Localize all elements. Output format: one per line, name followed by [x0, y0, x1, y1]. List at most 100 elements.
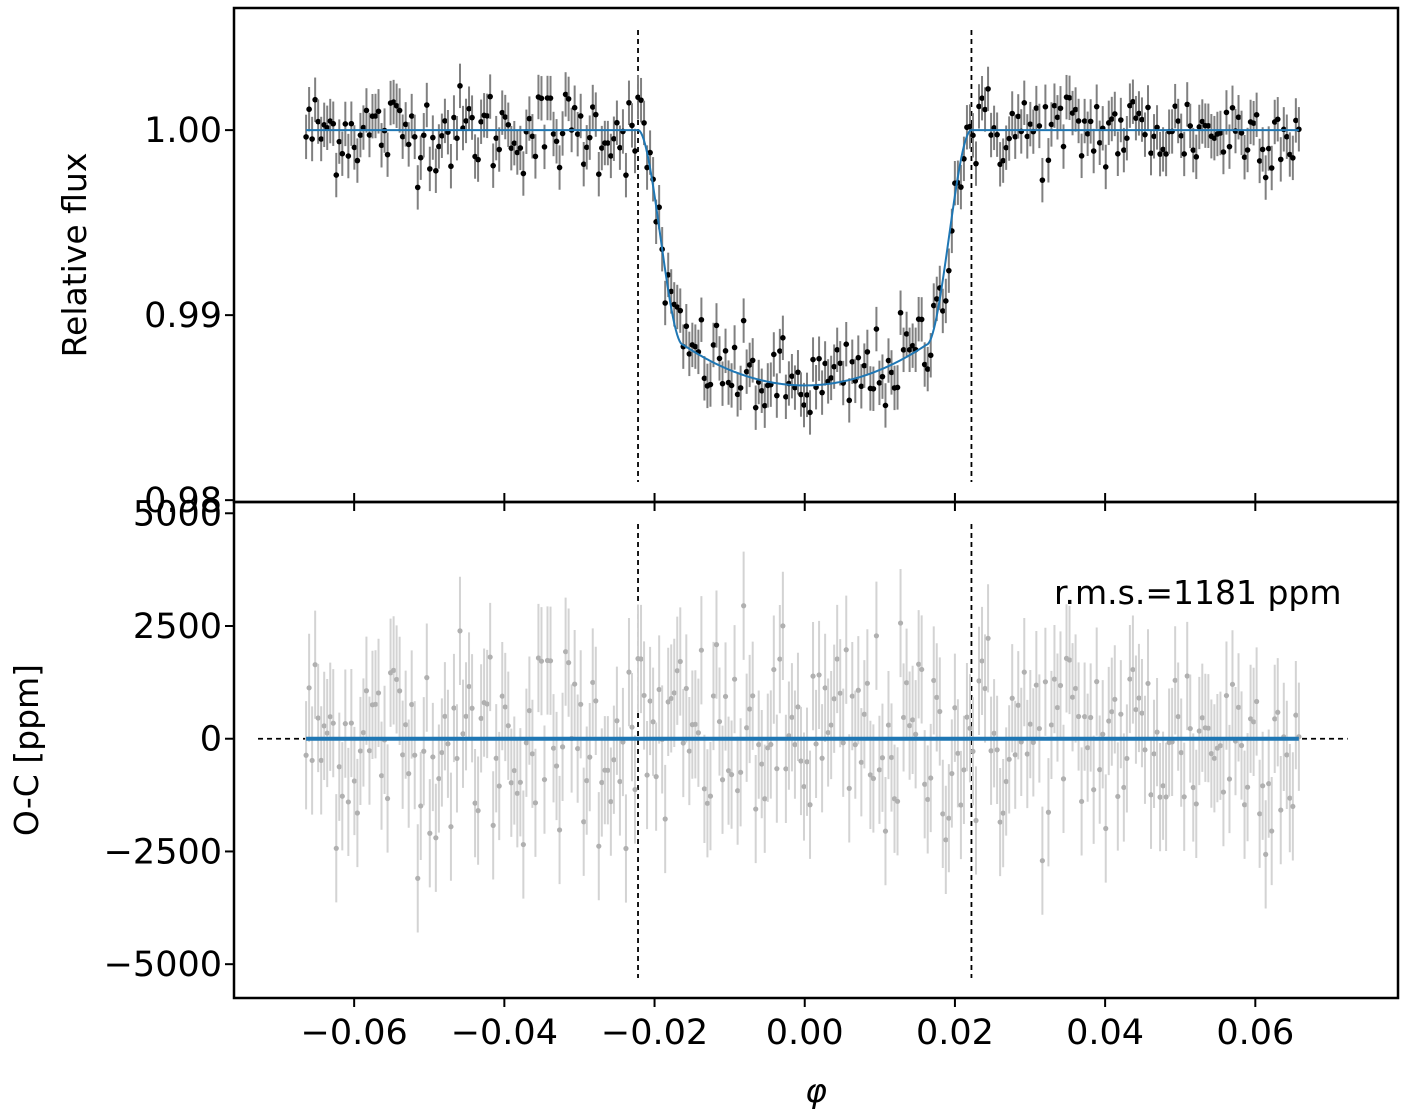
residual-point: [460, 731, 466, 737]
top-data-point: [339, 150, 346, 157]
residual-point: [620, 739, 626, 745]
top-data-point: [1181, 151, 1188, 157]
top-data-point: [1256, 158, 1263, 164]
residual-point: [1284, 752, 1290, 758]
residual-point: [855, 687, 861, 693]
residual-point: [728, 772, 735, 778]
residual-point: [581, 819, 587, 825]
top-data-point: [976, 103, 982, 110]
residual-point: [846, 785, 852, 791]
top-data-point: [1124, 135, 1130, 142]
residual-point: [439, 749, 445, 756]
top-data-point: [1220, 149, 1227, 155]
top-data-point: [629, 122, 635, 129]
top-data-point: [529, 133, 536, 140]
residual-point: [916, 661, 922, 667]
residual-point: [882, 828, 889, 834]
top-data-point: [1148, 150, 1154, 156]
residual-point: [955, 750, 961, 756]
residual-point: [339, 793, 345, 799]
top-data-point: [1262, 174, 1269, 181]
top-data-point: [798, 391, 804, 398]
residual-point: [1263, 851, 1269, 858]
top-data-point: [749, 357, 756, 364]
residual-point: [879, 755, 886, 761]
top-data-point: [985, 86, 991, 92]
residual-point: [1184, 673, 1190, 679]
top-data-point: [903, 331, 910, 337]
residual-point: [894, 798, 901, 804]
residual-point: [665, 699, 671, 705]
top-data-point: [927, 352, 934, 359]
top-data-point: [408, 113, 415, 119]
residual-point: [496, 783, 502, 789]
residual-point: [1112, 696, 1118, 702]
top-data-point: [478, 118, 484, 125]
top-data-point: [758, 387, 765, 394]
residual-point: [1139, 710, 1145, 716]
residual-point: [780, 623, 786, 629]
residual-point: [903, 680, 910, 686]
residual-point: [520, 841, 526, 848]
top-data-point: [740, 317, 747, 324]
residual-point: [1254, 698, 1260, 705]
top-data-point: [1090, 148, 1097, 154]
top-data-point: [1223, 109, 1230, 116]
top-data-point: [1244, 147, 1251, 153]
residual-point: [547, 658, 554, 664]
top-data-point: [641, 120, 647, 126]
residual-point: [1027, 721, 1033, 727]
top-data-point: [484, 113, 490, 119]
top-data-point: [1033, 105, 1040, 111]
residual-point: [798, 758, 804, 764]
residual-point: [1151, 751, 1157, 757]
residual-point: [765, 745, 771, 751]
residual-point: [735, 788, 741, 794]
top-data-point: [1015, 113, 1022, 120]
residual-point: [1275, 709, 1281, 715]
residual-point: [345, 799, 351, 805]
top-data-point: [701, 375, 708, 382]
top-data-point: [611, 135, 617, 142]
residual-point: [741, 603, 747, 609]
top-data-point: [644, 164, 650, 171]
residual-point: [312, 662, 318, 668]
residual-point: [1181, 794, 1187, 800]
residual-point: [961, 767, 967, 773]
residual-point: [888, 754, 895, 761]
residual-point: [523, 740, 529, 746]
top-data-point: [988, 132, 994, 138]
x-tick-label: 0.02: [916, 1013, 994, 1053]
top-data-point: [1229, 104, 1236, 111]
top-data-point: [417, 154, 424, 161]
top-data-point: [692, 343, 699, 350]
top-data-point: [454, 135, 460, 141]
top-data-point: [921, 361, 928, 368]
top-data-point: [436, 143, 442, 150]
top-y-axis-label: Relative flux: [55, 153, 94, 358]
top-data-point: [342, 121, 349, 127]
residual-point: [650, 719, 656, 725]
residual-point: [876, 767, 883, 773]
residual-point: [991, 730, 997, 736]
top-data-point: [1199, 118, 1206, 125]
top-data-point: [1277, 156, 1284, 163]
residual-point: [861, 711, 867, 717]
top-data-point: [427, 166, 433, 172]
residual-point: [611, 757, 617, 763]
residual-point: [925, 796, 931, 803]
top-data-point: [1226, 143, 1233, 150]
residual-point: [1190, 784, 1196, 791]
residual-point: [566, 660, 572, 666]
residual-point: [641, 692, 647, 699]
residual-point: [840, 740, 846, 746]
top-data-point: [1115, 151, 1121, 157]
residual-point: [1290, 803, 1296, 810]
residual-point: [919, 666, 925, 673]
residual-point: [472, 800, 478, 806]
residual-point: [789, 714, 795, 720]
residual-point: [831, 696, 837, 702]
residual-point: [683, 685, 689, 692]
top-data-point: [541, 144, 548, 150]
residual-point: [318, 757, 324, 763]
